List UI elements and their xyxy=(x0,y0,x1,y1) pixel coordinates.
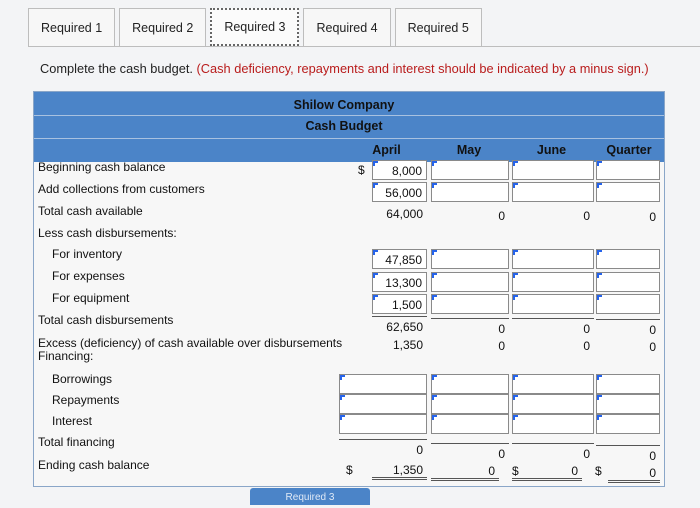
quarter-equipment-input[interactable] xyxy=(596,294,660,314)
tab-required-3[interactable]: Required 3 xyxy=(210,8,300,46)
tab-required-1[interactable]: Required 1 xyxy=(28,8,116,46)
row-inventory: For inventory xyxy=(52,247,123,261)
april-collections-input[interactable]: 56,000 xyxy=(372,182,427,202)
instruction-main: Complete the cash budget. xyxy=(40,61,193,76)
may-collections-input[interactable] xyxy=(431,182,509,202)
april-equipment-input[interactable]: 1,500 xyxy=(372,294,427,314)
dollar-sign: $ xyxy=(595,464,602,478)
row-excess-deficiency: Excess (deficiency) of cash available ov… xyxy=(38,336,343,350)
may-total-financing: 0 xyxy=(431,443,509,463)
column-may: May xyxy=(456,143,482,157)
quarter-collections-input[interactable] xyxy=(596,182,660,202)
may-excess: 0 xyxy=(498,339,505,353)
quarter-repayments-input[interactable] xyxy=(596,394,660,414)
row-interest: Interest xyxy=(52,414,93,428)
quarter-borrowings-input[interactable] xyxy=(596,374,660,394)
may-total-disbursements: 0 xyxy=(431,318,509,338)
dollar-sign: $ xyxy=(358,163,365,177)
tab-bar: Required 1 Required 2 Required 3 Require… xyxy=(28,8,486,46)
april-borrowings-input[interactable] xyxy=(339,374,427,394)
row-borrowings: Borrowings xyxy=(52,372,113,386)
april-ending-cash: 1,350 xyxy=(372,460,427,480)
quarter-total-disbursements: 0 xyxy=(596,319,660,339)
row-total-financing: Total financing xyxy=(38,435,115,449)
quarter-excess: 0 xyxy=(649,340,656,354)
june-total-financing: 0 xyxy=(512,443,594,463)
june-interest-input[interactable] xyxy=(512,414,594,434)
may-repayments-input[interactable] xyxy=(431,394,509,414)
table-header: Shilow Company Cash Budget April May Jun… xyxy=(34,92,664,162)
column-june: June xyxy=(536,143,567,157)
may-total-available: 0 xyxy=(498,209,505,223)
budget-title: Cash Budget xyxy=(305,119,383,133)
row-total-disbursements: Total cash disbursements xyxy=(38,313,174,327)
instruction-text: Complete the cash budget. (Cash deficien… xyxy=(40,61,649,76)
quarter-total-financing: 0 xyxy=(596,445,660,465)
quarter-beginning-input[interactable] xyxy=(596,160,660,180)
april-expenses-input[interactable]: 13,300 xyxy=(372,272,427,292)
june-excess: 0 xyxy=(583,339,590,353)
tab-required-2[interactable]: Required 2 xyxy=(119,8,207,46)
row-ending-cash: Ending cash balance xyxy=(38,458,150,472)
row-expenses: For expenses xyxy=(52,269,125,283)
dollar-sign: $ xyxy=(512,464,519,478)
may-beginning-input[interactable] xyxy=(431,160,509,180)
quarter-expenses-input[interactable] xyxy=(596,272,660,292)
may-borrowings-input[interactable] xyxy=(431,374,509,394)
june-total-disbursements: 0 xyxy=(512,318,594,338)
tab-required-4[interactable]: Required 4 xyxy=(303,8,391,46)
april-excess: 1,350 xyxy=(392,338,423,352)
june-total-available: 0 xyxy=(583,209,590,223)
april-total-available: 64,000 xyxy=(386,207,423,221)
tab-divider xyxy=(28,46,700,47)
may-ending-cash: 0 xyxy=(431,461,499,481)
quarter-interest-input[interactable] xyxy=(596,414,660,434)
row-equipment: For equipment xyxy=(52,291,130,305)
june-collections-input[interactable] xyxy=(512,182,594,202)
april-total-financing: 0 xyxy=(339,439,427,459)
column-april: April xyxy=(372,143,401,157)
quarter-total-available: 0 xyxy=(649,210,656,224)
april-inventory-input[interactable]: 47,850 xyxy=(372,249,427,269)
row-beginning-cash: Beginning cash balance xyxy=(38,160,166,174)
may-expenses-input[interactable] xyxy=(431,272,509,292)
june-repayments-input[interactable] xyxy=(512,394,594,414)
dollar-sign: $ xyxy=(346,463,353,477)
may-equipment-input[interactable] xyxy=(431,294,509,314)
june-equipment-input[interactable] xyxy=(512,294,594,314)
cash-budget-table: Shilow Company Cash Budget April May Jun… xyxy=(33,91,665,487)
column-quarter: Quarter xyxy=(606,143,652,157)
june-borrowings-input[interactable] xyxy=(512,374,594,394)
row-financing: Financing: xyxy=(38,349,94,363)
row-less-disbursements: Less cash disbursements: xyxy=(38,226,177,240)
instruction-note: (Cash deficiency, repayments and interes… xyxy=(196,61,649,76)
company-name: Shilow Company xyxy=(293,98,395,112)
june-expenses-input[interactable] xyxy=(512,272,594,292)
june-inventory-input[interactable] xyxy=(512,249,594,269)
may-interest-input[interactable] xyxy=(431,414,509,434)
row-collections: Add collections from customers xyxy=(38,182,205,196)
quarter-inventory-input[interactable] xyxy=(596,249,660,269)
june-ending-cash: 0 xyxy=(512,461,582,481)
april-total-disbursements: 62,650 xyxy=(372,316,427,336)
tab-required-5[interactable]: Required 5 xyxy=(394,8,482,46)
row-repayments: Repayments xyxy=(52,393,120,407)
april-beginning-input[interactable]: 8,000 xyxy=(372,160,427,180)
april-repayments-input[interactable] xyxy=(339,394,427,414)
may-inventory-input[interactable] xyxy=(431,249,509,269)
april-interest-input[interactable] xyxy=(339,414,427,434)
june-beginning-input[interactable] xyxy=(512,160,594,180)
nav-button[interactable]: Required 3 xyxy=(250,488,370,505)
row-total-available: Total cash available xyxy=(38,204,143,218)
quarter-ending-cash: 0 xyxy=(608,463,660,483)
